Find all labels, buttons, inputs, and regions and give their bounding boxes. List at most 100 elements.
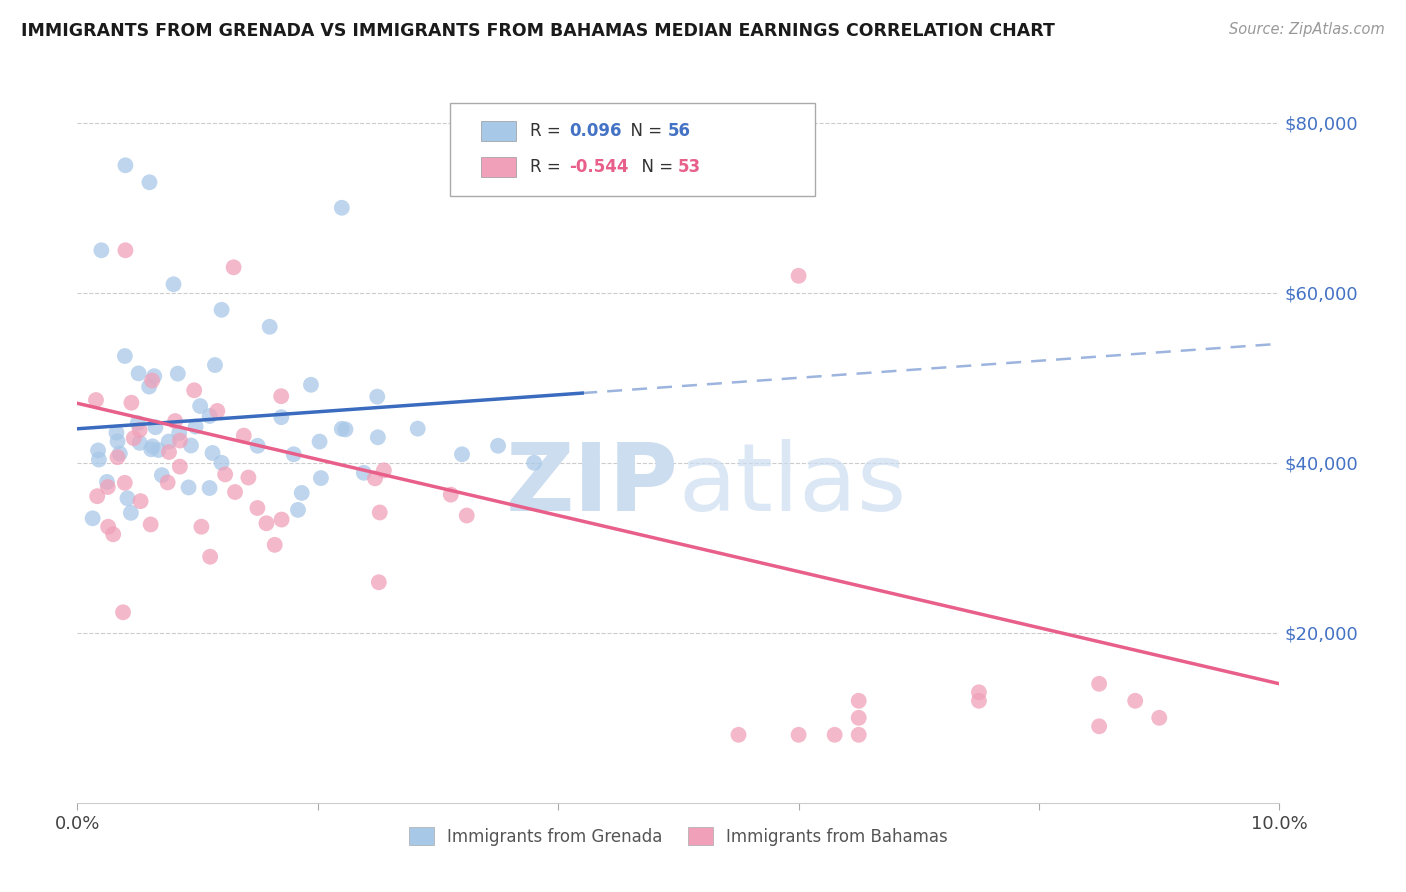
Point xyxy=(107,450,129,465)
Point xyxy=(198,409,221,423)
Point xyxy=(97,480,120,494)
Point xyxy=(201,446,224,460)
Point xyxy=(128,423,150,437)
Text: R =: R = xyxy=(530,122,567,140)
Point xyxy=(114,349,136,363)
Point xyxy=(96,475,118,489)
Point xyxy=(157,445,180,459)
Point xyxy=(148,443,170,458)
Point xyxy=(141,374,163,388)
Point xyxy=(207,404,229,418)
Point xyxy=(406,422,429,436)
Point xyxy=(367,430,389,444)
Point xyxy=(82,511,104,525)
Text: 53: 53 xyxy=(678,158,700,176)
Point xyxy=(299,377,322,392)
Point xyxy=(114,158,136,172)
Text: N =: N = xyxy=(631,158,679,176)
Point xyxy=(330,201,353,215)
Point xyxy=(259,319,281,334)
Text: N =: N = xyxy=(620,122,668,140)
Text: -0.544: -0.544 xyxy=(569,158,628,176)
Point xyxy=(456,508,478,523)
Point xyxy=(184,419,207,434)
Point xyxy=(114,244,136,258)
Point xyxy=(169,459,191,474)
Point xyxy=(138,379,160,393)
Point xyxy=(287,503,309,517)
Text: 56: 56 xyxy=(668,122,690,140)
Point xyxy=(129,494,152,508)
Point xyxy=(188,399,211,413)
Point xyxy=(523,456,546,470)
Point xyxy=(373,463,395,477)
Point xyxy=(120,395,142,409)
Point xyxy=(232,428,254,442)
Point xyxy=(183,384,205,398)
Point xyxy=(787,728,810,742)
Point xyxy=(112,605,135,619)
Point xyxy=(1149,711,1171,725)
Point xyxy=(117,491,139,506)
Point xyxy=(150,468,173,483)
Point xyxy=(366,390,388,404)
Point xyxy=(1088,719,1111,733)
Text: IMMIGRANTS FROM GRENADA VS IMMIGRANTS FROM BAHAMAS MEDIAN EARNINGS CORRELATION C: IMMIGRANTS FROM GRENADA VS IMMIGRANTS FR… xyxy=(21,22,1054,40)
Point xyxy=(128,367,150,381)
Point xyxy=(198,481,221,495)
Point xyxy=(165,414,187,428)
Point xyxy=(848,711,870,725)
Y-axis label: Median Earnings: Median Earnings xyxy=(0,373,8,510)
Point xyxy=(211,302,233,317)
Point xyxy=(238,470,260,484)
Point xyxy=(169,434,191,448)
Point xyxy=(90,244,112,258)
Point xyxy=(335,422,357,436)
Point xyxy=(367,575,389,590)
Point xyxy=(128,436,150,450)
Point xyxy=(263,538,285,552)
Text: R =: R = xyxy=(530,158,567,176)
Point xyxy=(143,369,166,384)
Point xyxy=(84,392,107,407)
Point xyxy=(101,527,124,541)
Point xyxy=(107,434,129,449)
Point xyxy=(177,480,200,494)
Point xyxy=(166,367,188,381)
Point xyxy=(368,506,391,520)
Point xyxy=(451,447,474,461)
Point xyxy=(145,420,167,434)
Point xyxy=(224,485,246,500)
Point xyxy=(308,434,330,449)
Text: 0.096: 0.096 xyxy=(569,122,621,140)
Point xyxy=(108,447,131,461)
Point xyxy=(167,425,190,440)
Point xyxy=(120,506,142,520)
Point xyxy=(246,501,269,516)
Point xyxy=(114,475,136,490)
Point xyxy=(967,685,990,699)
Point xyxy=(204,358,226,372)
Legend: Immigrants from Grenada, Immigrants from Bahamas: Immigrants from Grenada, Immigrants from… xyxy=(402,821,955,852)
Point xyxy=(364,471,387,485)
Point xyxy=(190,519,212,533)
Point xyxy=(824,728,846,742)
Point xyxy=(86,489,108,503)
Point xyxy=(211,456,233,470)
Point xyxy=(138,175,160,189)
Point xyxy=(198,549,221,564)
Point xyxy=(157,434,180,449)
Point xyxy=(87,443,110,458)
Point xyxy=(848,728,870,742)
Point xyxy=(270,512,292,526)
Text: Source: ZipAtlas.com: Source: ZipAtlas.com xyxy=(1229,22,1385,37)
Point xyxy=(127,416,149,430)
Point xyxy=(1123,694,1146,708)
Point xyxy=(270,410,292,425)
Text: atlas: atlas xyxy=(679,439,907,531)
Point xyxy=(353,466,375,480)
Point xyxy=(246,439,269,453)
Point xyxy=(309,471,332,485)
Point xyxy=(727,728,749,742)
Point xyxy=(180,438,202,452)
